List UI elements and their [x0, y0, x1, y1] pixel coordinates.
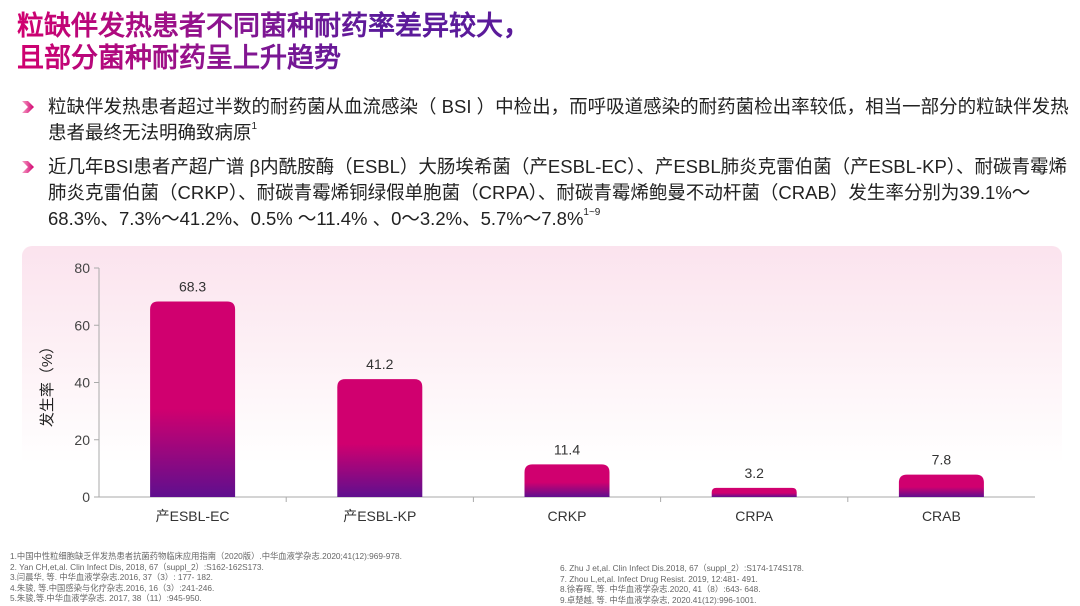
y-tick-label: 40 — [74, 375, 90, 391]
x-tick-label: 产ESBL-KP — [343, 508, 416, 524]
bar — [150, 301, 236, 497]
data-label: 41.2 — [366, 356, 393, 372]
y-tick-label: 80 — [74, 260, 90, 276]
reference-item: 2. Yan CH,et,al. Clin Infect Dis, 2018, … — [10, 561, 264, 572]
y-tick-label: 60 — [74, 317, 90, 333]
x-tick-label: CRAB — [922, 508, 961, 524]
citation: 1~9 — [583, 207, 601, 218]
x-tick-label: CRPA — [735, 508, 774, 524]
bullet-text: 近几年BSI患者产超广谱 β内酰胺酶（ESBL）大肠埃希菌（产ESBL-EC）、… — [48, 156, 1068, 229]
citation: 1 — [251, 121, 258, 132]
reference-item: 9.卓楚越, 等. 中华血液学杂志, 2020.41(12):996-1001. — [560, 594, 757, 605]
bar — [337, 379, 423, 497]
reference-item: 3.闫晨华, 等. 中华血液学杂志.2016, 37（3）: 177- 182. — [10, 572, 213, 582]
bar — [711, 487, 797, 497]
bar — [898, 474, 984, 497]
reference-item: 1.中国中性粒细胞缺乏伴发热患者抗菌药物临床应用指南（2020版）.中华血液学杂… — [10, 551, 402, 561]
y-tick-label: 20 — [74, 432, 90, 448]
x-tick-label: 产ESBL-EC — [156, 508, 230, 524]
data-label: 3.2 — [744, 465, 764, 481]
y-tick-label: 0 — [82, 489, 90, 505]
bullet-item: 近几年BSI患者产超广谱 β内酰胺酶（ESBL）大肠埃希菌（产ESBL-EC）、… — [22, 154, 1072, 232]
chevron-right-icon — [22, 101, 34, 113]
reference-item: 5.朱骏,等.中华血液学杂志. 2017, 38（11）:945-950. — [10, 593, 202, 603]
bullet-list: 粒缺伴发热患者超过半数的耐药菌从血流感染（ BSI ）中检出，而呼吸道感染的耐药… — [22, 94, 1072, 240]
bullet-text: 粒缺伴发热患者超过半数的耐药菌从血流感染（ BSI ）中检出，而呼吸道感染的耐药… — [48, 96, 1069, 143]
references-left: 1.中国中性粒细胞缺乏伴发热患者抗菌药物临床应用指南（2020版）.中华血液学杂… — [10, 551, 402, 604]
reference-item: 8.徐春晖, 等. 中华血液学杂志.2020, 41（8）:643- 648. — [560, 584, 761, 594]
data-label: 68.3 — [179, 278, 206, 294]
bar — [524, 464, 610, 497]
bullet-item: 粒缺伴发热患者超过半数的耐药菌从血流感染（ BSI ）中检出，而呼吸道感染的耐药… — [22, 94, 1072, 146]
data-label: 11.4 — [554, 441, 580, 457]
chevron-right-icon — [22, 161, 34, 173]
x-tick-label: CRKP — [548, 508, 587, 524]
reference-item: 6. Zhu J et,al. Clin Infect Dis.2018, 67… — [560, 563, 804, 573]
y-axis-label: 发生率（%） — [39, 339, 56, 427]
reference-item: 7. Zhou L,et,al. Infect Drug Resist. 201… — [560, 573, 758, 584]
data-label: 7.8 — [932, 452, 952, 468]
reference-item: 4.朱骏, 等.中国感染与化疗杂志.2016, 16（3）:241-246. — [10, 582, 215, 593]
references-right: 6. Zhu J et,al. Clin Infect Dis.2018, 67… — [560, 563, 804, 605]
